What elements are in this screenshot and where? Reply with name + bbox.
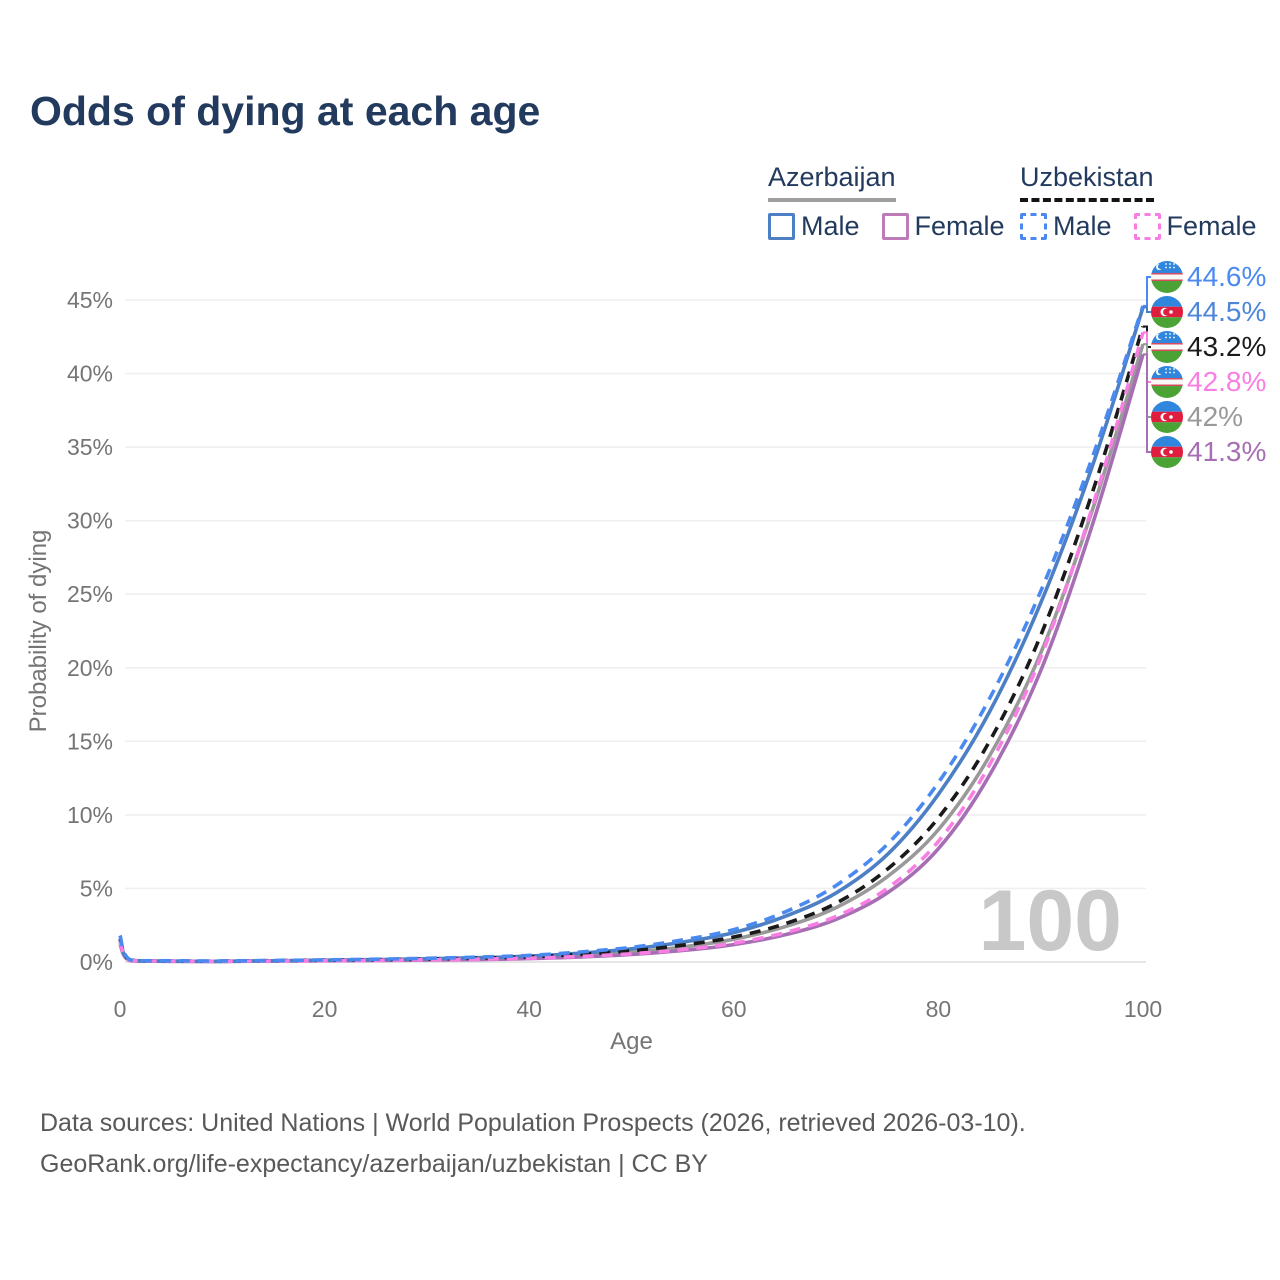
azerbaijan-flag-icon (1151, 436, 1183, 468)
leader-line-az_female (1143, 353, 1151, 453)
chart-footer: Data sources: United Nations | World Pop… (40, 1103, 1026, 1185)
page-title: Odds of dying at each age (30, 88, 541, 134)
y-tick-label: 0% (80, 949, 113, 975)
legend-items-uzbekistan: Male Female (1020, 211, 1279, 242)
leader-line-uz_male (1143, 276, 1151, 307)
uzbekistan-flag-icon (1151, 261, 1183, 293)
legend-label-uzbekistan-female[interactable]: Female (1166, 211, 1257, 241)
x-tick-label: 40 (516, 996, 542, 1022)
x-tick-label: 100 (1124, 996, 1162, 1022)
series-line-uz_male[interactable] (118, 305, 1145, 963)
end-value-label-uz_male[interactable]: 44.6% (1187, 261, 1266, 292)
x-tick-label: 0 (114, 996, 127, 1022)
series-line-az_female[interactable] (118, 353, 1145, 964)
y-tick-label: 40% (67, 361, 113, 387)
azerbaijan-flag-icon (1151, 296, 1183, 328)
end-value-label-az_total[interactable]: 42% (1187, 401, 1243, 432)
y-axis-title: Probability of dying (25, 530, 52, 733)
legend-title-azerbaijan: Azerbaijan (768, 162, 896, 202)
y-tick-label: 10% (67, 802, 113, 828)
end-value-label-uz_female[interactable]: 42.8% (1187, 366, 1266, 397)
series-line-az_male[interactable] (118, 306, 1145, 964)
series-line-uz_total[interactable] (118, 325, 1145, 963)
end-value-label-uz_total[interactable]: 43.2% (1187, 331, 1266, 362)
legend-group-uzbekistan: Uzbekistan Male Female (1020, 162, 1279, 242)
x-axis-title: Age (610, 1028, 653, 1055)
end-value-label-az_female[interactable]: 41.3% (1187, 436, 1266, 467)
series-line-az_total[interactable] (118, 343, 1145, 964)
legend-label-azerbaijan-female[interactable]: Female (914, 211, 1005, 241)
legend-swatch-uzbekistan-male[interactable] (1020, 213, 1047, 240)
azerbaijan-flag-icon (1151, 401, 1183, 433)
data-sources-text: Data sources: United Nations | World Pop… (40, 1109, 1026, 1137)
legend-title-uzbekistan: Uzbekistan (1020, 162, 1154, 202)
end-value-label-az_male[interactable]: 44.5% (1187, 296, 1266, 327)
attribution-text: GeoRank.org/life-expectancy/azerbaijan/u… (40, 1150, 708, 1178)
x-tick-label: 60 (721, 996, 747, 1022)
series-line-uz_female[interactable] (118, 331, 1145, 964)
x-tick-label: 80 (926, 996, 952, 1022)
legend-label-uzbekistan-male[interactable]: Male (1053, 211, 1112, 241)
y-tick-label: 45% (67, 287, 113, 313)
y-tick-label: 5% (80, 875, 113, 901)
y-tick-label: 30% (67, 508, 113, 534)
legend-swatch-azerbaijan-male[interactable] (768, 213, 795, 240)
legend-swatch-uzbekistan-female[interactable] (1133, 213, 1161, 240)
uzbekistan-flag-icon (1151, 366, 1183, 398)
y-tick-label: 35% (67, 434, 113, 460)
legend-label-azerbaijan-male[interactable]: Male (801, 211, 860, 241)
legend-swatch-azerbaijan-female[interactable] (881, 213, 909, 240)
uzbekistan-flag-icon (1151, 331, 1183, 363)
y-tick-label: 25% (67, 581, 113, 607)
age-watermark: 100 (979, 873, 1123, 969)
leader-line-az_male (1143, 306, 1151, 313)
y-tick-label: 20% (67, 655, 113, 681)
legend-items-azerbaijan: Male Female (768, 211, 1027, 242)
legend-group-azerbaijan: Azerbaijan Male Female (768, 162, 1027, 242)
y-tick-label: 15% (67, 728, 113, 754)
x-tick-label: 20 (312, 996, 338, 1022)
